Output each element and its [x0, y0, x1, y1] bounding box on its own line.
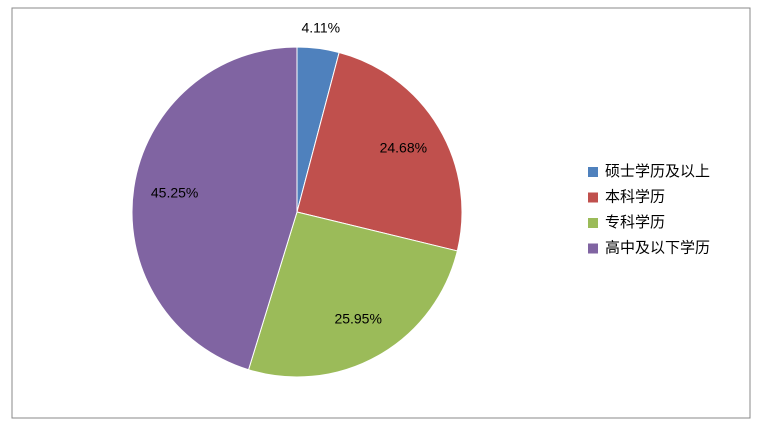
- legend-swatch: [588, 218, 598, 228]
- data-label: 25.95%: [334, 310, 381, 326]
- legend-swatch: [588, 243, 598, 254]
- legend-label: 专科学历: [605, 214, 665, 231]
- legend-swatch: [588, 192, 598, 203]
- legend-label: 高中及以下学历: [605, 239, 710, 256]
- legend-label: 本科学历: [605, 188, 665, 205]
- data-label: 24.68%: [380, 139, 427, 155]
- legend-swatch: [588, 167, 598, 177]
- pie-slice: [247, 211, 458, 378]
- data-label: 45.25%: [151, 184, 198, 200]
- legend-label: 硕士学历及以上: [605, 163, 710, 180]
- pie-slice: [131, 46, 298, 371]
- pie-slice: [296, 51, 463, 252]
- data-label: 4.11%: [301, 19, 340, 35]
